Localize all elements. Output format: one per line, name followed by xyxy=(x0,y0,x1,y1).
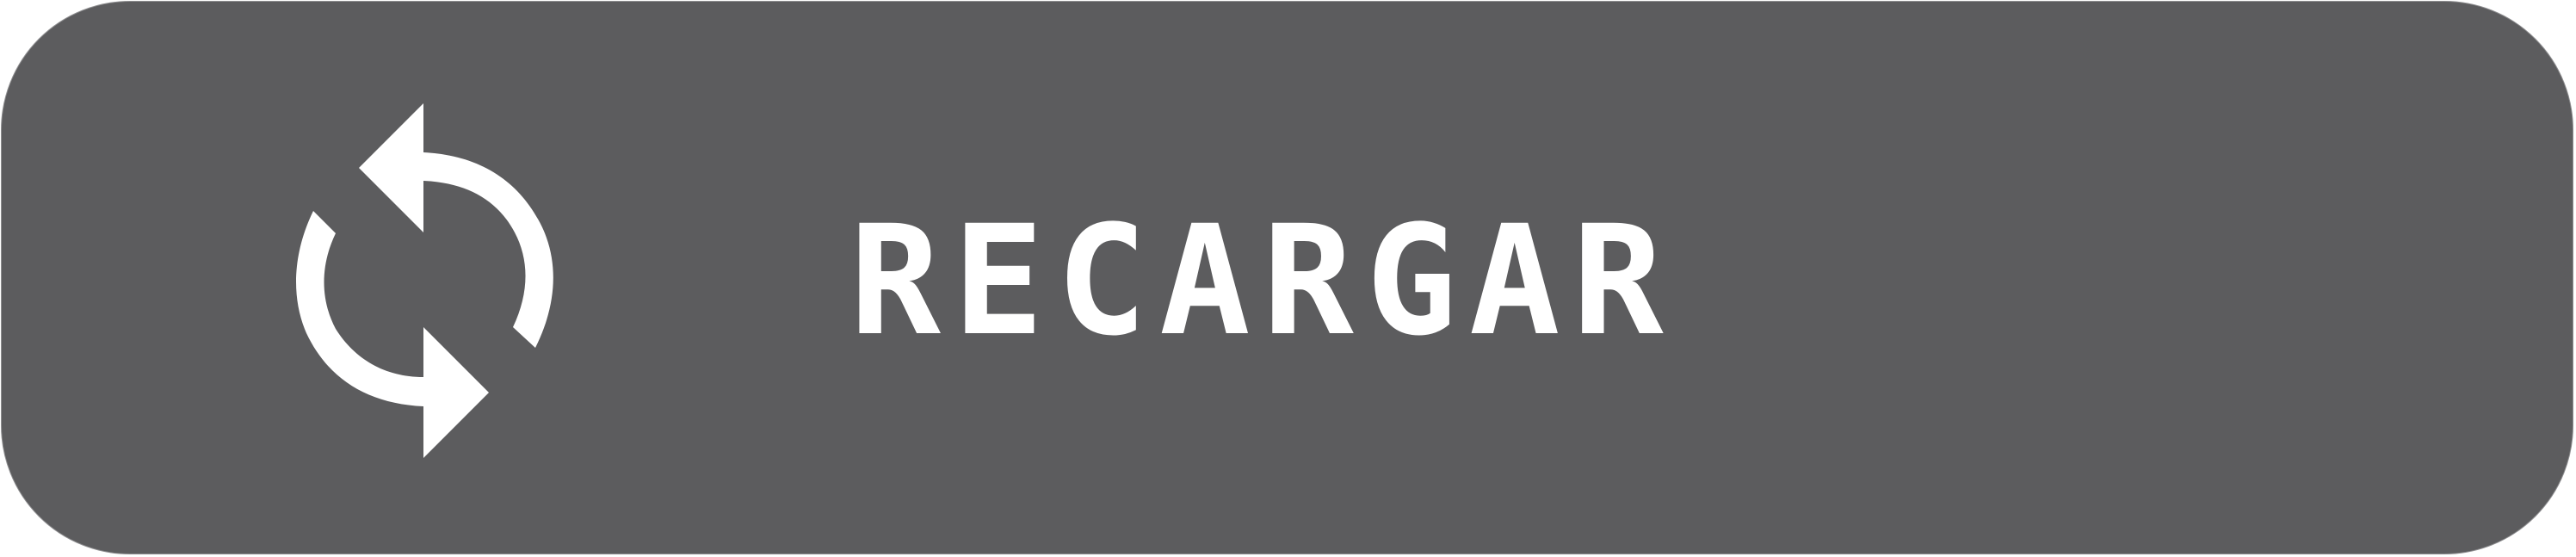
refresh-icon xyxy=(286,96,570,467)
reload-label: RECARGAR xyxy=(849,193,1676,369)
